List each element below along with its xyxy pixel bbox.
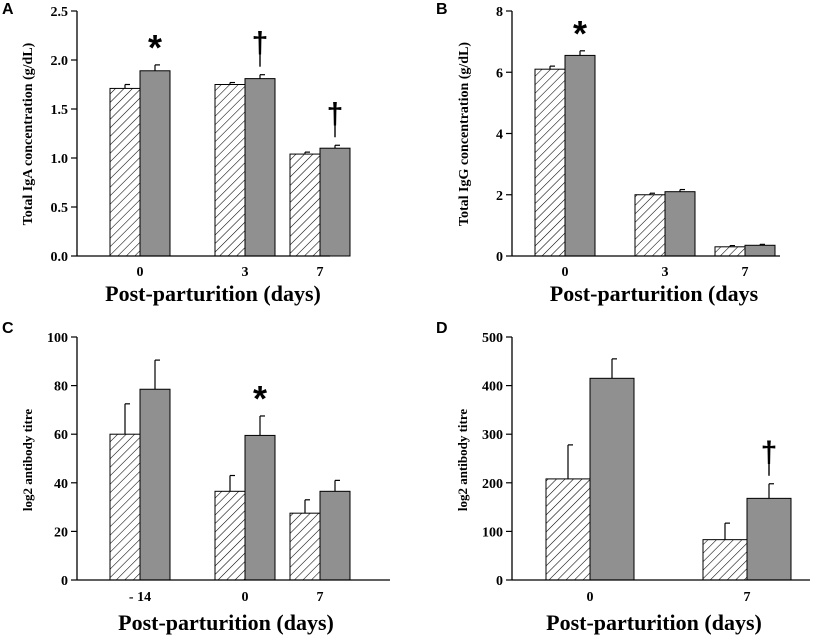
panel-letter: A [2,1,14,18]
y-tick-label: 2.5 [51,5,69,20]
y-tick-label: 300 [482,428,503,443]
x-tick-label: 0 [137,265,144,280]
y-tick-label: 500 [482,331,503,346]
y-tick-label: 0 [496,574,503,589]
panel-c: C 0 20 40 60 80 100 - 14 0 7 Post-parturition (day… [2,320,390,635]
y-tick-label: 0.5 [51,201,69,216]
bar-hatched [109,433,141,581]
bar-hatched [634,194,666,257]
x-tick-label: 0 [562,265,569,280]
y-tick-label: 4 [496,128,503,143]
bar-grey [664,191,696,257]
bar-hatched [702,539,748,581]
asterisk-marker: * [573,13,587,54]
bar-hatched [214,84,246,257]
y-tick-label: 20 [54,525,68,540]
x-tick-label: 3 [662,265,669,280]
bar-grey [244,434,276,581]
y-tick-label: 100 [482,525,503,540]
y-tick-label: 0 [61,574,68,589]
y-axis-label: log2 antibody titre [20,409,35,512]
y-tick-label: 2 [496,189,503,204]
bar-hatched [289,153,321,257]
y-tick-label: 2.0 [51,54,69,69]
y-tick-label: 6 [496,66,503,81]
y-tick-label: 100 [47,331,68,346]
dagger-marker: † [761,436,778,469]
y-tick-label: 8 [496,5,503,20]
bar-hatched [714,246,746,257]
y-tick-label: 1.0 [51,152,69,167]
x-tick-label: 3 [242,265,249,280]
y-axis-label: Total IgA concentration (g/dL) [21,42,36,225]
x-tick-label: 0 [587,590,594,605]
bar-hatched [289,512,321,581]
x-tick-label: 0 [242,590,249,605]
x-axis-label: Post-parturition (days) [546,610,762,635]
panel-letter: B [436,1,448,18]
y-axis-label: Total IgG concentration (g/dL) [457,42,472,227]
y-tick-label: 200 [482,477,503,492]
bar-hatched [109,87,141,257]
asterisk-marker: * [148,27,162,68]
x-tick-label: 7 [317,265,324,280]
y-tick-label: 40 [54,477,68,492]
panel-d: D 0 100 200 300 400 500 0 7 Post-parturition (day… [436,320,810,635]
x-tick-label: 7 [317,590,324,605]
x-axis-label: Post-parturition (days) [105,281,321,306]
bar-grey [139,70,171,257]
bar-hatched [545,478,591,581]
asterisk-marker: * [253,378,267,419]
bar-grey [244,78,276,257]
bar-hatched [214,490,246,581]
bar-grey [319,490,351,581]
bar-hatched [534,68,566,257]
bar-grey [139,388,171,581]
bar-grey [744,244,776,257]
y-tick-label: 0 [496,250,503,265]
y-tick-label: 0.0 [51,250,69,265]
y-axis-label: log2 antibody titre [455,409,470,512]
y-tick-label: 400 [482,380,503,395]
bar-grey [319,147,351,257]
x-tick-label: 7 [744,590,751,605]
dagger-marker: † [327,97,344,130]
x-tick-label: 7 [742,265,749,280]
y-tick-label: 1.5 [51,103,69,118]
y-tick-label: 60 [54,428,68,443]
bar-grey [589,377,635,581]
x-axis-label: Post-parturition (days [550,281,759,306]
x-tick-label: - 14 [129,590,151,605]
panel-letter: D [436,320,448,337]
x-axis-label: Post-parturition (days) [118,610,334,635]
y-tick-label: 80 [54,380,68,395]
panel-letter: C [2,320,14,337]
bar-grey [746,497,792,581]
bar-grey [564,54,596,257]
dagger-marker: † [252,27,269,60]
